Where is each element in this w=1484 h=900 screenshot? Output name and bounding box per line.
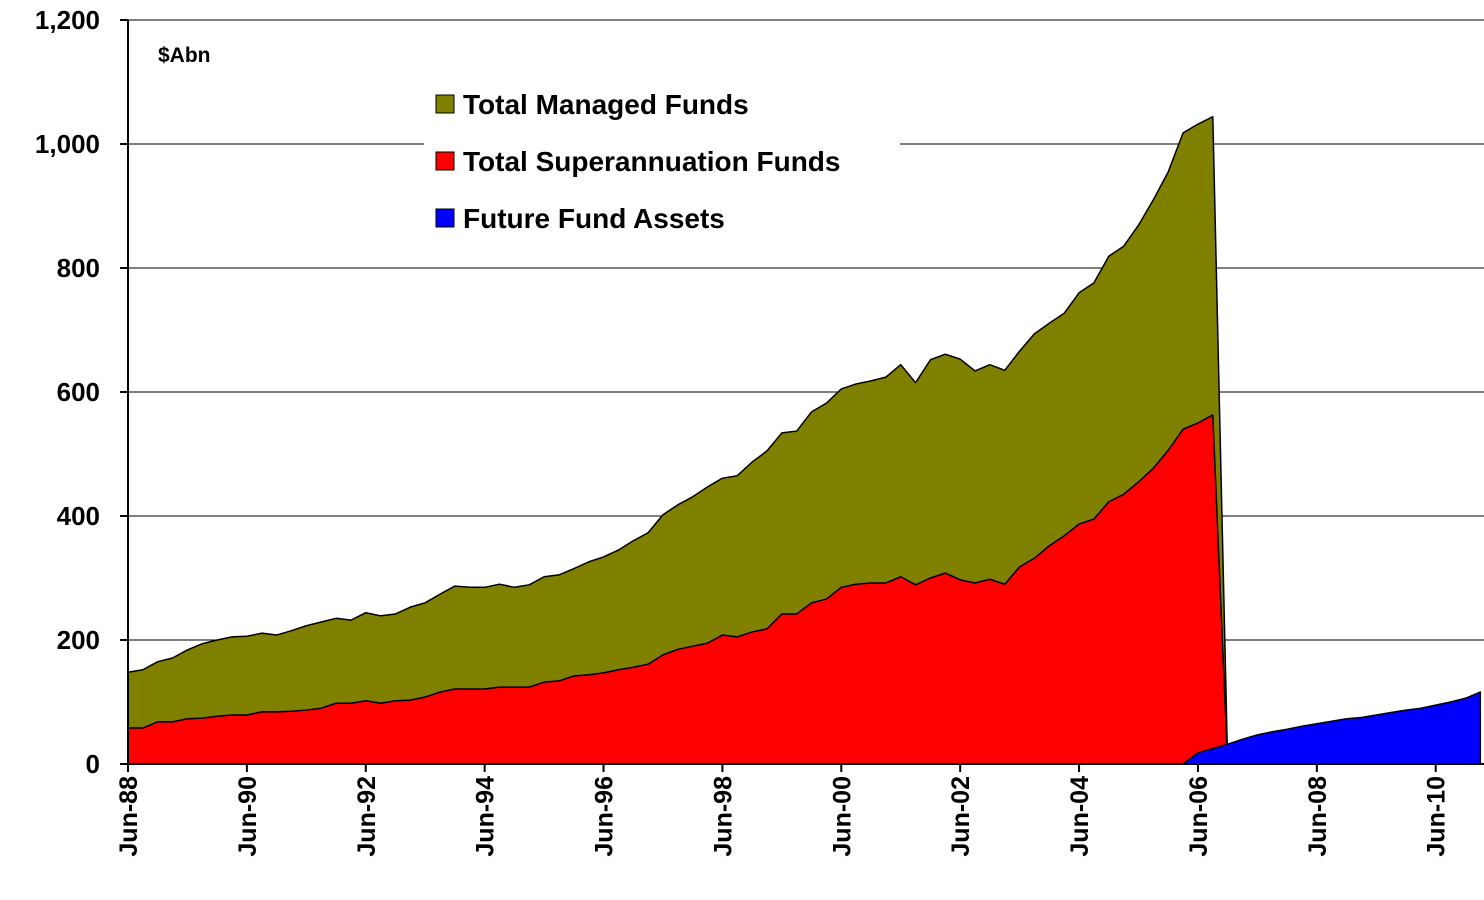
area [127,414,1229,765]
x-tick-label: Jun-00 [828,776,856,857]
y-tick-label: 0 [86,749,100,779]
y-tick-label: 400 [57,501,100,531]
legend-background [424,80,900,240]
y-tick-label: 800 [57,253,100,283]
legend-swatch [435,94,455,114]
legend: Total Managed Funds Total Superannuation … [424,80,900,240]
x-tick-label: Jun-98 [709,776,737,857]
x-tick-label: Jun-02 [947,776,975,857]
x-tick-label: Jun-10 [1423,776,1451,857]
legend-label: Total Superannuation Funds [463,146,840,177]
x-tick-label: Jun-90 [234,776,262,857]
legend-swatch [435,208,455,228]
x-tick-label: Jun-08 [1304,776,1332,857]
x-tick-label: Jun-88 [115,776,143,857]
x-tick-label: Jun-04 [1066,776,1094,857]
x-tick-label: Jun-94 [472,776,500,857]
y-tick-label: 600 [57,377,100,407]
legend-swatch [435,151,455,171]
area [1182,691,1482,765]
x-tick-label: Jun-96 [591,776,619,857]
y-tick-label: 1,200 [35,5,100,35]
y-tick-label: 1,000 [35,129,100,159]
legend-label: Total Managed Funds [463,89,749,120]
y-axis-unit: $Abn [158,44,211,67]
y-tick-label: 200 [57,625,100,655]
legend-label: Future Fund Assets [463,203,725,234]
x-tick-label: Jun-06 [1185,776,1213,857]
x-tick-label: Jun-92 [353,776,381,857]
